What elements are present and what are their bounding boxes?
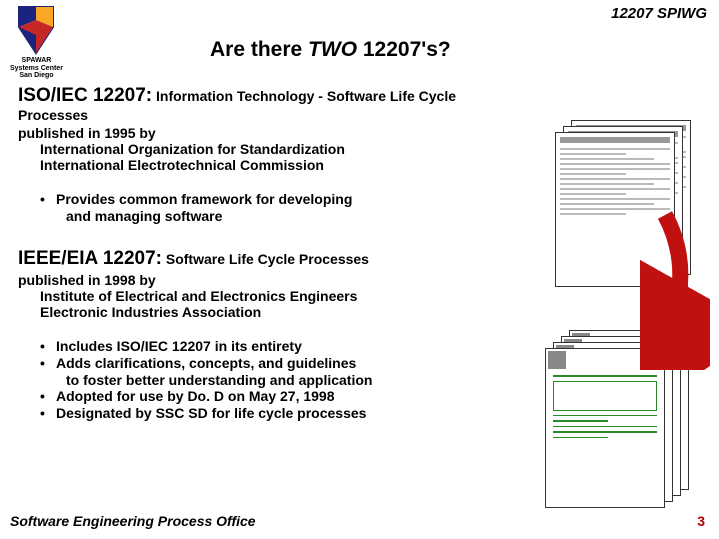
arrow-icon: [640, 210, 710, 370]
section2-bullet4: Designated by SSC SD for life cycle proc…: [40, 405, 518, 421]
header-label: 12207 SPIWG: [611, 5, 707, 22]
footer-office: Software Engineering Process Office: [10, 513, 256, 529]
section2-bullet1: Includes ISO/IEC 12207 in its entirety: [40, 338, 518, 354]
logo-line1: SPAWAR: [10, 57, 63, 65]
section1-org2: International Electrotechnical Commissio…: [40, 157, 518, 173]
title-emph: TWO: [308, 38, 357, 61]
section2-bullet2-cont: to foster better understanding and appli…: [40, 372, 518, 388]
section1-bullet1-cont: and managing software: [40, 208, 518, 224]
section1-heading: ISO/IEC 12207: Information Technology - …: [18, 85, 518, 123]
logo-line2: Systems Center: [10, 65, 63, 73]
title-pre: Are there: [210, 38, 308, 61]
slide-title: Are there TWO 12207's?: [210, 38, 451, 62]
section1-head-big: ISO/IEC 12207:: [18, 85, 152, 106]
logo-text: SPAWAR Systems Center San Diego: [10, 57, 63, 80]
section2-org1: Institute of Electrical and Electronics …: [40, 288, 518, 304]
section2-bullet3: Adopted for use by Do. D on May 27, 1998: [40, 388, 518, 404]
section2-org2: Electronic Industries Association: [40, 304, 518, 320]
title-post: 12207's?: [357, 38, 451, 61]
section1-published: published in 1995 by: [18, 125, 518, 141]
logo: SPAWAR Systems Center San Diego: [10, 5, 63, 80]
page-number: 3: [697, 513, 705, 529]
logo-line3: San Diego: [10, 72, 63, 80]
section1-org1: International Organization for Standardi…: [40, 141, 518, 157]
section2-bullet2: Adds clarifications, concepts, and guide…: [40, 355, 518, 371]
section2-bullets: Includes ISO/IEC 12207 in its entirety A…: [40, 338, 518, 421]
logo-shield-icon: [11, 5, 61, 55]
content-area: ISO/IEC 12207: Information Technology - …: [18, 85, 518, 422]
section1-bullet1: Provides common framework for developing: [40, 191, 518, 207]
section2-head-sub: Software Life Cycle Processes: [162, 251, 369, 267]
section2-head-big: IEEE/EIA 12207:: [18, 248, 162, 269]
section2-published: published in 1998 by: [18, 272, 518, 288]
section2-heading: IEEE/EIA 12207: Software Life Cycle Proc…: [18, 248, 518, 270]
section2: IEEE/EIA 12207: Software Life Cycle Proc…: [18, 248, 518, 421]
section1-bullets: Provides common framework for developing…: [40, 191, 518, 224]
